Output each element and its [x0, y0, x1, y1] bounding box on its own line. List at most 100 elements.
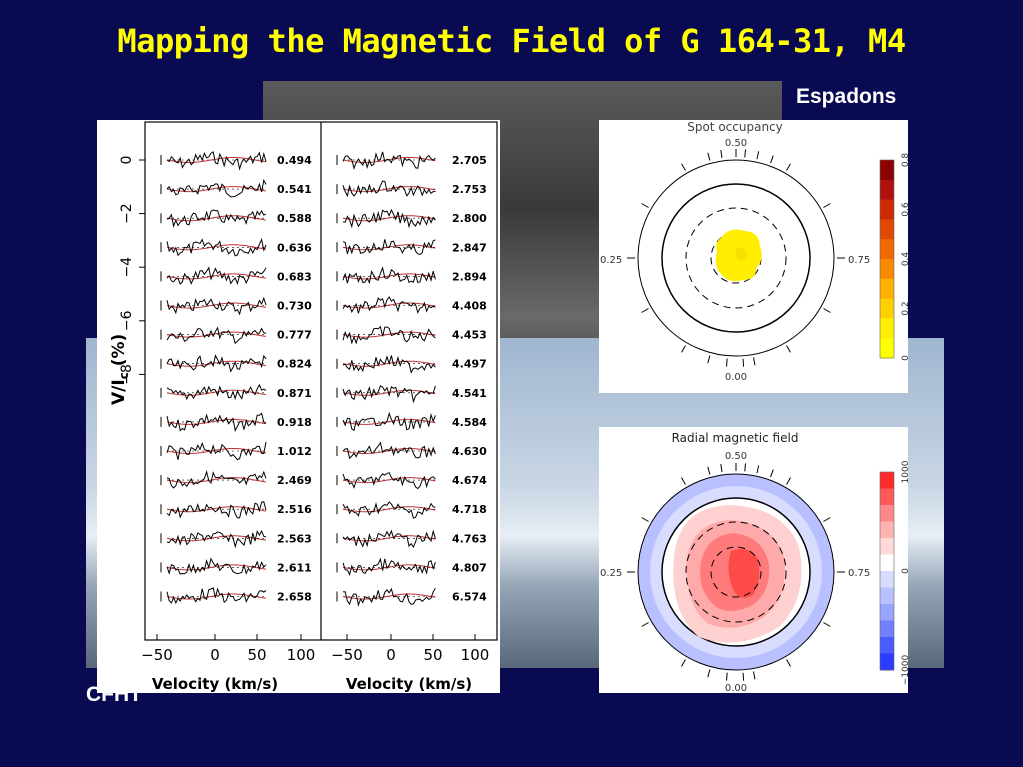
profile-model	[342, 302, 436, 309]
phase-label: 4.453	[452, 329, 487, 342]
profile-observed	[166, 151, 267, 171]
phase-label: 0.824	[277, 358, 312, 371]
colorbar-swatch	[880, 199, 894, 220]
radial-field-plot: Radial magnetic field 0.50 0.00 0.25 0.7…	[599, 427, 911, 694]
field-map-title: Radial magnetic field	[672, 431, 799, 445]
observation-phase-tick	[744, 463, 746, 472]
observation-phase-tick	[770, 469, 774, 478]
colorbar-tick-label: 1000	[901, 460, 908, 483]
x-tick-label: 100	[461, 646, 490, 664]
observation-phase-tick	[707, 152, 711, 161]
colorbar-swatch	[880, 278, 894, 300]
profile-observed	[342, 325, 436, 345]
colorbar-swatch	[880, 318, 894, 339]
profile-model	[166, 302, 267, 309]
colorbar-tick-label: 0	[901, 355, 908, 361]
y-tick-label: −2	[119, 203, 135, 224]
profile-observed	[342, 296, 436, 314]
x-tick-label: 0	[386, 646, 396, 664]
profile-observed	[342, 266, 436, 285]
colorbar-tick-label: 0.4	[901, 252, 908, 267]
profile-model	[166, 564, 267, 571]
field-right-phase: 0.75	[848, 568, 870, 579]
x-tick-label: −50	[331, 646, 363, 664]
phase-label: 4.674	[452, 474, 487, 487]
instrument-label: Espadons	[796, 85, 897, 108]
spot-phase-ticks	[627, 149, 845, 367]
phase-label: 2.800	[452, 212, 487, 225]
field-latitude-30	[710, 546, 762, 598]
profile-observed	[166, 587, 267, 605]
profile-observed	[342, 501, 436, 519]
profile-observed	[166, 557, 267, 575]
colorbar-swatch	[880, 620, 894, 638]
colorbar-swatch	[880, 653, 894, 671]
observation-phase-tick	[823, 308, 831, 313]
phase-label: 2.611	[277, 561, 312, 574]
observation-phase-tick	[823, 203, 831, 208]
phase-label: 4.584	[452, 416, 487, 429]
spot-latitude-60	[685, 207, 787, 309]
phase-label: 0.777	[277, 329, 312, 342]
y-tick-label: 0	[119, 156, 135, 165]
y-tick-label: −8	[119, 364, 135, 385]
profile-observed	[166, 326, 267, 345]
y-tick-label: −4	[119, 257, 135, 278]
profile-observed	[342, 441, 436, 460]
colorbar-swatch	[880, 488, 894, 506]
profile-observed	[166, 383, 267, 401]
observation-phase-tick	[786, 477, 791, 485]
profile-observed	[166, 501, 267, 519]
observation-phase-tick	[786, 345, 791, 353]
profile-observed	[166, 209, 267, 228]
profile-observed	[342, 472, 436, 490]
colorbar-swatch	[880, 538, 894, 555]
field-region-peak	[728, 549, 760, 598]
field-latitude-60	[685, 521, 787, 623]
spot-left-phase: 0.25	[600, 255, 622, 266]
y-tick-label: −6	[119, 310, 135, 331]
x-tick-label: 0	[210, 646, 220, 664]
phase-label: 1.012	[277, 445, 312, 458]
phase-label: 0.494	[277, 154, 312, 167]
profile-observed	[342, 151, 436, 170]
phase-label: 0.588	[277, 212, 312, 225]
observation-phase-tick	[756, 465, 760, 474]
observation-phase-tick	[681, 477, 686, 485]
x-tick-label: 50	[423, 646, 442, 664]
colorbar-swatch	[880, 472, 894, 489]
observation-phase-tick	[707, 669, 711, 678]
observation-phase-tick	[823, 517, 831, 522]
phase-label: 4.630	[452, 445, 487, 458]
observation-phase-tick	[786, 659, 791, 667]
profile-observed	[342, 557, 436, 576]
profile-observed	[342, 587, 436, 607]
observation-phase-tick	[770, 155, 774, 164]
stokes-xlabel-left: Velocity (km/s)	[152, 675, 278, 693]
profile-observed	[166, 296, 267, 316]
profile-model	[166, 448, 267, 454]
phase-label: 0.541	[277, 183, 312, 196]
phase-label: 0.871	[277, 387, 312, 400]
colorbar-swatch	[880, 219, 894, 240]
stokes-v-plot: 0 −2 −4 −6 −8 −50 0 50 100 −50 0 50 100 0.494 0.541 0.5…	[97, 120, 500, 693]
profile-observed	[166, 266, 267, 285]
field-top-phase: 0.50	[725, 451, 747, 462]
colorbar-frame	[879, 159, 895, 359]
profile-observed	[166, 529, 267, 549]
x-tick-label: 50	[247, 646, 266, 664]
profile-model	[342, 215, 436, 222]
observation-phase-tick	[753, 357, 756, 366]
field-left-phase: 0.25	[600, 568, 622, 579]
profile-model	[166, 360, 267, 367]
profile-model	[166, 157, 267, 163]
phase-label: 0.918	[277, 416, 312, 429]
colorbar-swatch	[880, 521, 894, 539]
profile-model	[166, 215, 267, 222]
observation-phase-tick	[823, 622, 831, 627]
profile-model	[342, 477, 436, 484]
phase-label: 2.847	[452, 241, 487, 254]
radial-field-figure: Radial magnetic field 0.50 0.00 0.25 0.7…	[600, 431, 911, 694]
observation-phase-tick	[742, 672, 745, 681]
x-tick-label: 100	[287, 646, 316, 664]
